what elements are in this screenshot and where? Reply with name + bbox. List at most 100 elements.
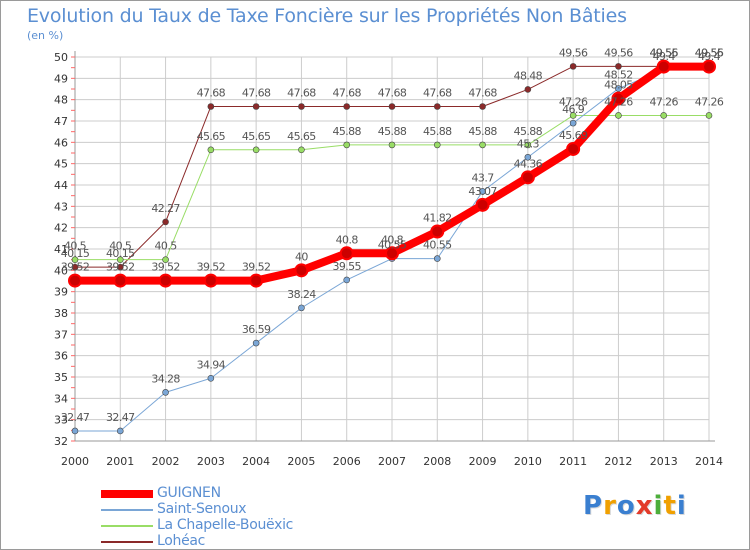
data-point bbox=[158, 273, 173, 288]
x-tick-label: 2005 bbox=[287, 455, 315, 468]
legend-label: GUIGNEN bbox=[157, 485, 221, 501]
data-label: 49.4 bbox=[698, 50, 721, 63]
data-point bbox=[479, 188, 486, 195]
data-label: 46.9 bbox=[562, 103, 585, 116]
data-label: 40.5 bbox=[155, 240, 178, 253]
data-label: 47.68 bbox=[242, 86, 271, 99]
x-tick-label: 2006 bbox=[333, 455, 361, 468]
data-point bbox=[702, 59, 716, 74]
data-point bbox=[343, 276, 351, 284]
logo-letter: i bbox=[676, 491, 687, 521]
data-label: 49.56 bbox=[695, 46, 724, 59]
x-tick-label: 2002 bbox=[152, 455, 180, 468]
data-point bbox=[116, 263, 124, 271]
data-point bbox=[566, 141, 581, 156]
data-label: 44.36 bbox=[514, 157, 543, 170]
y-tick-label: 38 bbox=[54, 307, 68, 320]
data-label: 47.68 bbox=[332, 86, 361, 99]
data-point bbox=[388, 141, 396, 149]
data-point bbox=[433, 255, 441, 262]
data-point bbox=[656, 59, 671, 74]
legend-label: La Chapelle-Bouëxic bbox=[157, 517, 294, 533]
series-layer bbox=[68, 59, 716, 435]
y-tick-label: 46 bbox=[54, 136, 68, 149]
y-tick-label: 42 bbox=[54, 222, 68, 235]
y-tick-label: 37 bbox=[54, 328, 68, 341]
data-point bbox=[615, 63, 622, 70]
data-label: 47.26 bbox=[649, 95, 678, 108]
chart-title: Evolution du Taux de Taxe Foncière sur l… bbox=[27, 5, 627, 27]
data-point bbox=[479, 103, 486, 110]
data-label: 39.52 bbox=[151, 261, 180, 274]
data-label: 32.47 bbox=[61, 411, 90, 424]
data-label: 41.82 bbox=[423, 212, 452, 225]
data-label: 36.59 bbox=[242, 323, 271, 336]
y-tick-label: 35 bbox=[54, 371, 68, 384]
data-label: 45.65 bbox=[287, 130, 316, 143]
data-label-layer: 39.52 39.52 39.52 39.52 39.52 40 40.8 40.8 41.82… bbox=[61, 46, 725, 424]
data-point bbox=[116, 427, 124, 435]
data-point bbox=[433, 141, 441, 149]
data-point bbox=[252, 339, 260, 347]
data-label: 47.68 bbox=[197, 86, 226, 99]
data-label: 47.68 bbox=[423, 86, 452, 99]
data-label: 45.88 bbox=[468, 125, 497, 138]
data-label: 40 bbox=[295, 250, 308, 263]
data-label: 40.8 bbox=[336, 233, 359, 246]
data-point bbox=[388, 103, 396, 110]
y-tick-label: 43 bbox=[54, 200, 68, 213]
data-point bbox=[385, 246, 399, 261]
data-point bbox=[298, 146, 305, 154]
data-point bbox=[203, 273, 218, 288]
data-point bbox=[339, 246, 354, 261]
logo-letter: P bbox=[583, 491, 604, 521]
data-point bbox=[524, 153, 532, 161]
data-point bbox=[294, 263, 309, 278]
data-point bbox=[524, 141, 532, 149]
data-point bbox=[207, 374, 215, 382]
data-label: 39.52 bbox=[61, 261, 90, 274]
data-point bbox=[705, 112, 713, 119]
data-label: 49.55 bbox=[695, 47, 724, 60]
x-tick-label: 2004 bbox=[242, 455, 270, 468]
data-label: 49.56 bbox=[604, 46, 633, 59]
data-point bbox=[615, 112, 622, 119]
data-label: 40.55 bbox=[423, 239, 452, 252]
data-label: 49.56 bbox=[559, 46, 588, 59]
y-tick-label: 34 bbox=[54, 392, 68, 405]
x-tick-label: 2011 bbox=[559, 455, 587, 468]
data-label: 48.52 bbox=[604, 69, 633, 82]
y-tick-label: 49 bbox=[54, 72, 68, 85]
proxiti-logo: Proxiti bbox=[583, 491, 687, 521]
logo-letter: i bbox=[653, 491, 664, 521]
data-point bbox=[71, 427, 79, 435]
data-point bbox=[569, 119, 577, 127]
y-tick-label: 32 bbox=[54, 435, 68, 448]
data-label: 39.55 bbox=[332, 260, 361, 273]
data-label: 40.5 bbox=[64, 240, 87, 253]
x-tick-label: 2010 bbox=[514, 455, 542, 468]
data-point bbox=[249, 273, 264, 288]
data-label: 32.47 bbox=[106, 411, 135, 424]
data-point bbox=[611, 91, 626, 106]
data-label: 34.94 bbox=[197, 358, 226, 371]
data-label: 45.3 bbox=[517, 137, 540, 150]
logo-letter: t bbox=[663, 491, 677, 521]
data-label: 39.52 bbox=[106, 261, 135, 274]
logo-letter: o bbox=[616, 491, 636, 521]
x-tick-label: 2014 bbox=[695, 455, 723, 468]
legend-swatch bbox=[101, 509, 153, 511]
legend-swatch bbox=[101, 490, 153, 498]
y-tick-label: 45 bbox=[54, 158, 68, 171]
data-label: 40.8 bbox=[381, 233, 404, 246]
data-label: 48.05 bbox=[604, 79, 633, 92]
data-label: 49.55 bbox=[649, 47, 678, 60]
data-label: 48.48 bbox=[514, 69, 543, 82]
data-label: 40.15 bbox=[106, 247, 135, 260]
y-tick-label: 40 bbox=[54, 264, 68, 277]
legend-label: Saint-Senoux bbox=[157, 501, 247, 517]
y-tick-label: 33 bbox=[54, 414, 68, 427]
data-label: 39.52 bbox=[242, 261, 271, 274]
data-label: 45.65 bbox=[242, 130, 271, 143]
